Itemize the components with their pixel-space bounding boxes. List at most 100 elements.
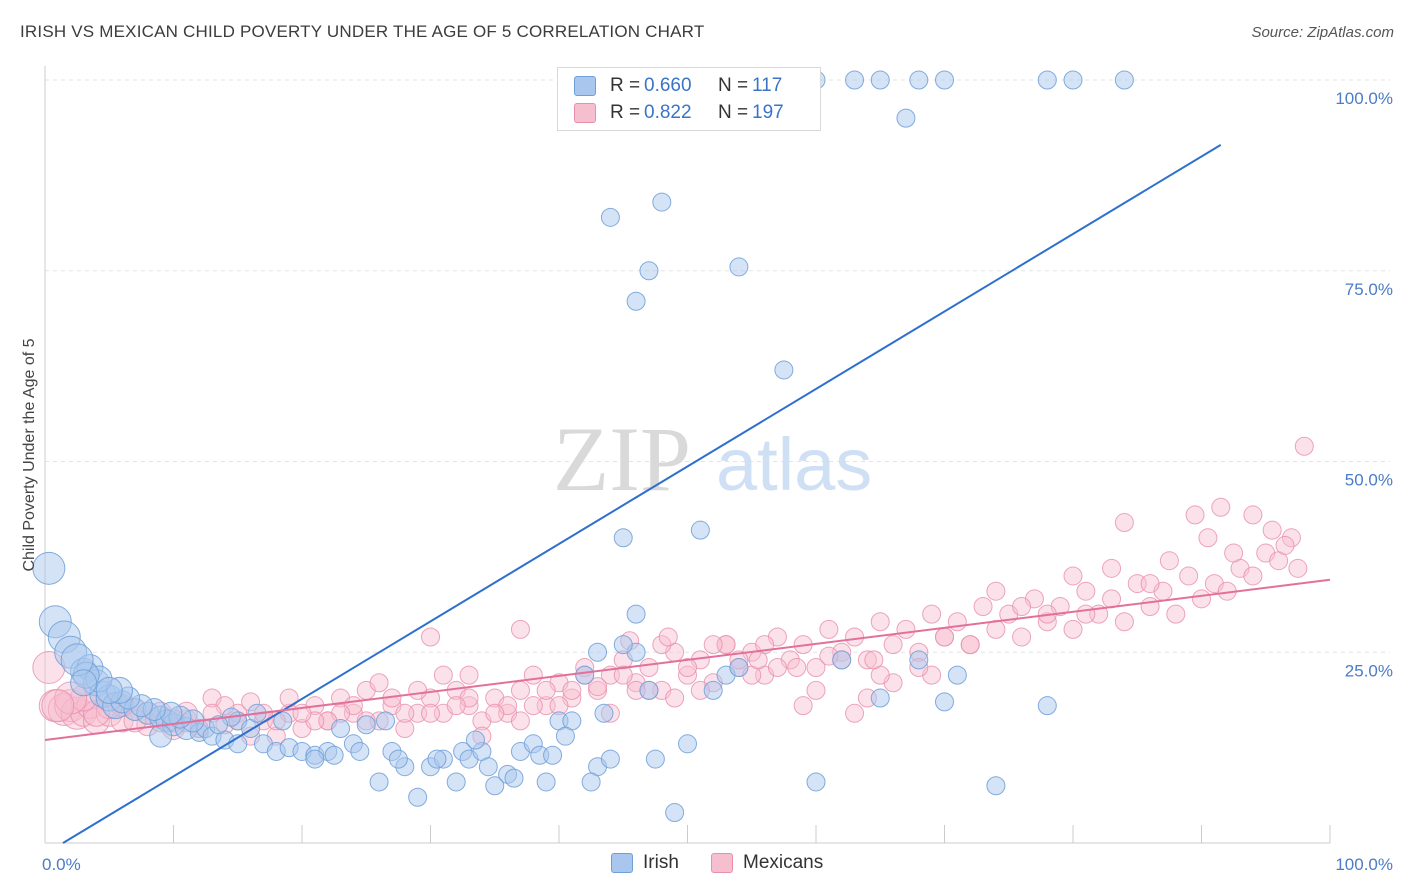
irish-point: [729, 658, 749, 678]
mexicans-point: [395, 719, 415, 739]
irish-swatch: [611, 853, 633, 873]
n-label: N =: [718, 102, 749, 123]
stats-legend: R = 0.660 N = 117 R = 0.822 N = 197: [557, 67, 821, 131]
mexicans-point: [536, 680, 556, 700]
mexicans-point: [678, 665, 697, 685]
mexicans-point: [1140, 596, 1160, 616]
irish-point: [909, 70, 929, 90]
mexicans-point: [986, 619, 1006, 639]
legend-label-mexicans: Mexicans: [743, 852, 824, 873]
mexicans-point: [421, 703, 440, 723]
source-credit: Source: ZipAtlas.com: [1251, 24, 1394, 41]
irish-point: [935, 692, 954, 712]
mexicans-point: [703, 635, 723, 655]
mexicans-point: [1192, 589, 1211, 609]
mexicans-point: [857, 650, 877, 670]
mexicans-point: [1140, 574, 1160, 594]
mexicans-point: [748, 650, 768, 670]
mexicans-point: [864, 650, 884, 670]
mexicans-point: [960, 635, 980, 655]
irish-point: [305, 749, 325, 769]
mexicans-regression-line: [44, 578, 1331, 741]
mexicans-point: [1224, 543, 1244, 563]
irish-point: [896, 108, 916, 128]
mexicans-point: [819, 619, 839, 639]
mexicans-point: [1198, 528, 1218, 548]
mexicans-point: [562, 680, 582, 700]
irish-point: [1114, 70, 1134, 90]
x-tick-label: 100.0%: [1335, 855, 1393, 874]
mexicans-point: [922, 604, 942, 624]
mexicans-point: [1012, 596, 1032, 616]
tick-labels: 25.0% 50.0% 75.0% 100.0% 0.0% 100.0%: [42, 89, 1393, 874]
irish-point: [645, 749, 665, 769]
mexicans-point: [1076, 581, 1096, 601]
irish-point: [678, 734, 697, 754]
mexicans-point: [767, 658, 787, 678]
irish-point: [870, 688, 890, 708]
mexicans-point: [1185, 505, 1205, 525]
series-legend: Irish Mexicans: [0, 852, 1406, 878]
mexicans-point: [806, 680, 826, 700]
irish-point: [626, 604, 646, 624]
y-tick-label: 75.0%: [1345, 280, 1393, 299]
irish-point: [350, 741, 370, 761]
irish-point: [575, 665, 595, 685]
legend-item-mexicans[interactable]: Mexicans: [711, 852, 823, 874]
mexicans-point: [1166, 604, 1186, 624]
mexicans-points: [32, 436, 1314, 746]
legend-label-irish: Irish: [643, 852, 679, 873]
mexicans-point: [1243, 505, 1263, 525]
irish-point: [388, 749, 408, 769]
mexicans-point: [639, 658, 659, 678]
mexicans-point: [421, 627, 440, 647]
mexicans-point: [1159, 551, 1179, 571]
irish-point: [947, 665, 967, 685]
legend-item-irish[interactable]: Irish: [611, 852, 679, 874]
irish-point: [543, 745, 563, 765]
irish-point: [408, 787, 428, 807]
axes: [44, 66, 1331, 844]
irish-point: [32, 551, 66, 585]
legend-row-mexicans: R = 0.822 N = 197: [574, 101, 784, 125]
irish-point: [369, 772, 389, 792]
n-label: N =: [718, 75, 749, 96]
mexicans-point: [279, 688, 299, 708]
irish-point: [536, 772, 556, 792]
irish-point: [95, 676, 123, 704]
irish-point: [555, 726, 575, 746]
y-tick-label: 25.0%: [1345, 661, 1393, 680]
mexicans-swatch: [711, 853, 733, 873]
mexicans-point: [986, 581, 1006, 601]
mexicans-point: [845, 703, 865, 723]
mexicans-point: [588, 677, 608, 697]
irish-swatch: [574, 76, 596, 96]
y-tick-label: 50.0%: [1345, 471, 1393, 490]
irish-point: [806, 772, 826, 792]
mexicans-point: [1102, 589, 1122, 609]
mexicans-point: [935, 627, 954, 647]
mexicans-point: [1102, 558, 1122, 578]
mexicans-point: [1076, 604, 1096, 624]
irish-point: [70, 669, 98, 697]
mexicans-point: [896, 619, 916, 639]
mexicans-point: [1294, 436, 1314, 456]
irish-point: [446, 772, 466, 792]
mexicans-point: [1063, 566, 1083, 586]
irish-point: [504, 768, 524, 788]
mexicans-point: [678, 658, 697, 678]
mexicans-point: [658, 627, 678, 647]
irish-point: [1037, 696, 1057, 716]
irish-points: [32, 70, 1134, 822]
mexicans-point: [1288, 558, 1308, 578]
irish-point: [690, 520, 710, 540]
mexicans-point: [1114, 612, 1134, 632]
irish-point: [639, 261, 659, 281]
irish-point: [588, 642, 608, 662]
mexicans-point: [433, 665, 453, 685]
mexicans-point: [613, 665, 633, 685]
watermark-zip: ZIP: [553, 408, 691, 510]
x-tick-label: 0.0%: [42, 855, 81, 874]
irish-point: [324, 745, 344, 765]
